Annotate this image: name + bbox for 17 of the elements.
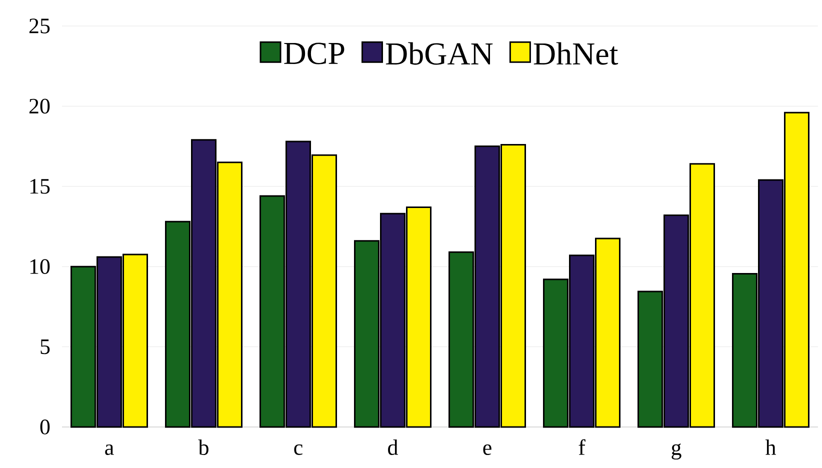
x-tick-label: g [672, 443, 682, 460]
y-tick-label: 20 [29, 98, 50, 114]
x-tick-label: c [294, 444, 302, 456]
legend-label: DbGAN [386, 42, 493, 65]
y-tick-label: 15 [30, 179, 50, 194]
x-tick-label: h [765, 440, 776, 455]
x-tick-label: b [198, 440, 208, 456]
y-tick-label: 25 [29, 18, 50, 34]
x-tick-label: d [388, 440, 398, 456]
x-tick-label: e [483, 444, 492, 456]
y-tick-label: 0 [40, 420, 50, 434]
y-tick-label: 5 [40, 339, 50, 354]
y-tick-label: 10 [30, 259, 50, 274]
legend-label: DCP [284, 42, 344, 64]
x-tick-label: f [578, 439, 586, 455]
legend-label: DhNet [534, 42, 618, 65]
x-tick-label: a [105, 444, 114, 456]
